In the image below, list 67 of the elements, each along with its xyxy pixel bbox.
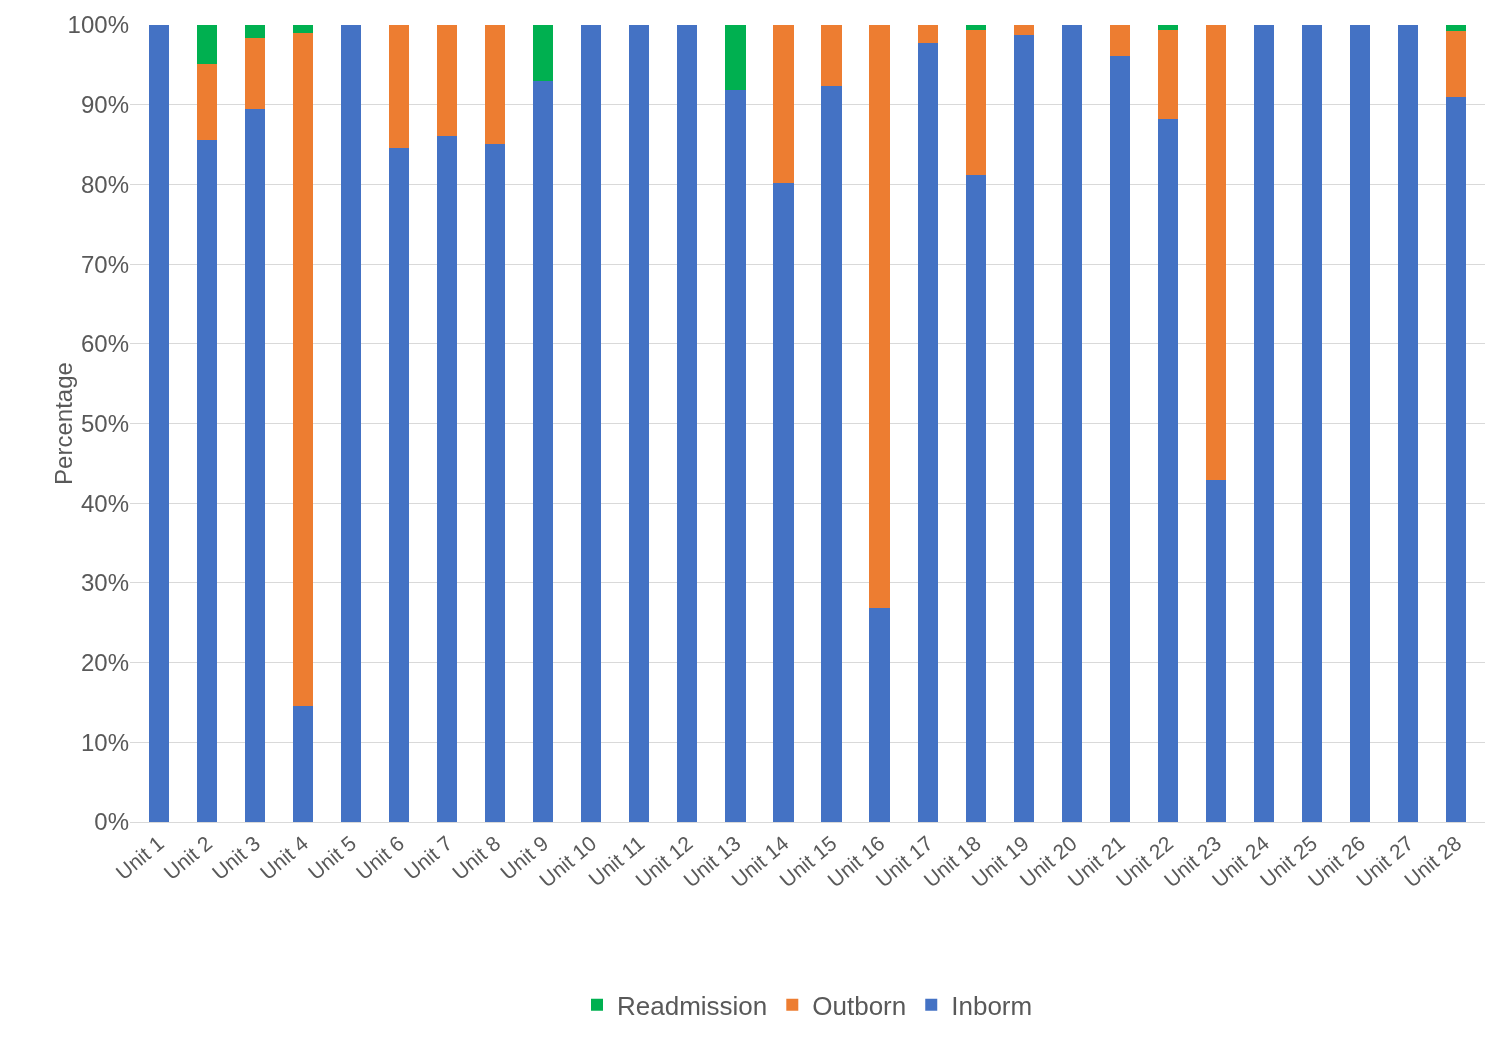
bar: [1061, 25, 1082, 822]
legend-label: Outborn: [812, 990, 907, 1021]
y-tick-label: 20%: [80, 649, 129, 676]
bar: [725, 90, 746, 822]
y-tick-label: 40%: [80, 489, 129, 517]
y-axis-title: Percentage: [50, 362, 77, 485]
bar: [196, 64, 217, 140]
bar: [1446, 96, 1467, 822]
bar: [485, 25, 506, 144]
bar: [1349, 25, 1371, 822]
bar: [244, 25, 266, 38]
legend-label: Readmission: [617, 990, 768, 1021]
y-tick-label: 30%: [80, 569, 129, 597]
bar: [773, 182, 794, 822]
bar: [1109, 56, 1130, 822]
bar: [292, 705, 314, 822]
bar: [1013, 25, 1034, 35]
bar: [533, 25, 554, 81]
bar: [821, 25, 842, 87]
y-tick-label: 80%: [80, 170, 129, 198]
y-tick-label: 10%: [80, 728, 129, 756]
bar: [196, 25, 217, 65]
bar: [1205, 25, 1227, 481]
y-tick-label: 50%: [80, 409, 129, 437]
bar: [629, 25, 650, 822]
bar: [437, 25, 458, 136]
bar: [244, 108, 266, 822]
bar: [244, 37, 266, 109]
bar: [581, 25, 602, 822]
bar: [1205, 480, 1227, 822]
bar: [1446, 25, 1467, 31]
bar: [1157, 25, 1178, 30]
y-tick-label: 60%: [80, 330, 129, 358]
bar: [292, 25, 314, 33]
y-tick-label: 70%: [80, 250, 129, 278]
bar: [340, 25, 362, 822]
bar: [1157, 119, 1178, 822]
bar: [1253, 25, 1275, 822]
bar: [965, 174, 986, 822]
bar: [1109, 25, 1130, 57]
bar: [388, 25, 410, 148]
bar: [292, 32, 314, 706]
legend-label: Inborm: [951, 990, 1033, 1021]
bar: [869, 607, 890, 822]
bar: [917, 42, 938, 822]
bar: [965, 25, 986, 30]
bar: [1157, 29, 1178, 120]
bar: [965, 29, 986, 175]
bar: [196, 139, 217, 822]
y-tick-label: 0%: [94, 808, 129, 836]
bar: [485, 143, 506, 822]
bar: [148, 25, 169, 822]
bar: [1446, 30, 1467, 97]
bar: [677, 25, 698, 822]
bar: [917, 25, 938, 43]
bar: [725, 25, 746, 91]
bar: [821, 86, 842, 822]
bar: [388, 147, 410, 822]
y-tick-label: 90%: [80, 91, 129, 119]
bar: [1398, 25, 1419, 822]
bar: [1013, 34, 1034, 822]
bar: [533, 80, 554, 822]
bar: [1301, 25, 1323, 822]
y-tick-label: 100%: [67, 11, 129, 39]
bar: [437, 135, 458, 822]
bar: [869, 25, 890, 608]
bar: [773, 25, 794, 183]
